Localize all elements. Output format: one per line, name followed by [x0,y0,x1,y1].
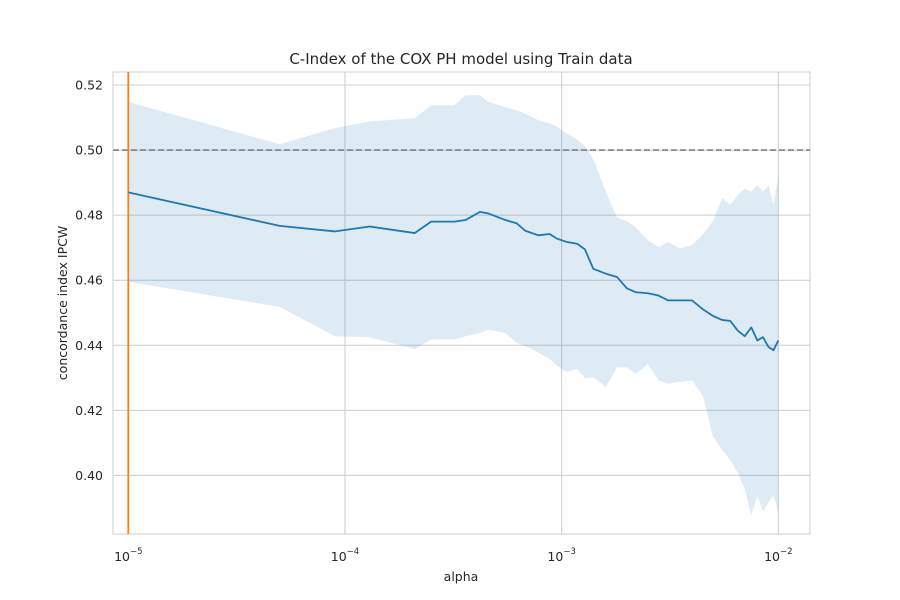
mean-cindex-line [128,191,780,352]
y-tick-label: 0.52 [75,78,103,93]
x-tick-label: 10−2 [764,547,792,564]
reference-lines [113,72,810,534]
y-tick-label: 0.44 [75,338,103,353]
x-tick-exponent: −3 [563,547,576,557]
x-tick-base: 10 [331,549,347,564]
x-tick-base: 10 [114,549,130,564]
plot-area [112,71,811,535]
y-tick-label: 0.50 [75,143,103,158]
grid-lines [113,72,810,534]
y-axis-label: concordance index IPCW [55,226,70,380]
y-tick-label: 0.40 [75,468,103,483]
y-tick-label: 0.48 [75,208,103,223]
x-tick-label: 10−5 [114,547,142,564]
chart-title: C-Index of the COX PH model using Train … [289,50,632,68]
confidence-band [128,95,779,516]
x-tick-exponent: −5 [130,547,143,557]
x-tick-label: 10−4 [331,547,359,564]
series-line-group [128,191,780,352]
x-tick-labels: 10−5 10−4 10−3 10−2 [114,547,792,564]
confidence-band-group [128,95,779,516]
y-tick-labels: 0.40 0.42 0.44 0.46 0.48 0.50 0.52 [75,78,103,483]
x-tick-label: 10−3 [547,547,575,564]
x-tick-base: 10 [764,549,780,564]
x-tick-exponent: −2 [780,547,793,557]
x-tick-exponent: −4 [347,547,360,557]
x-axis-label: alpha [444,569,479,584]
y-tick-label: 0.42 [75,403,103,418]
y-tick-label: 0.46 [75,273,103,288]
x-tick-base: 10 [547,549,563,564]
